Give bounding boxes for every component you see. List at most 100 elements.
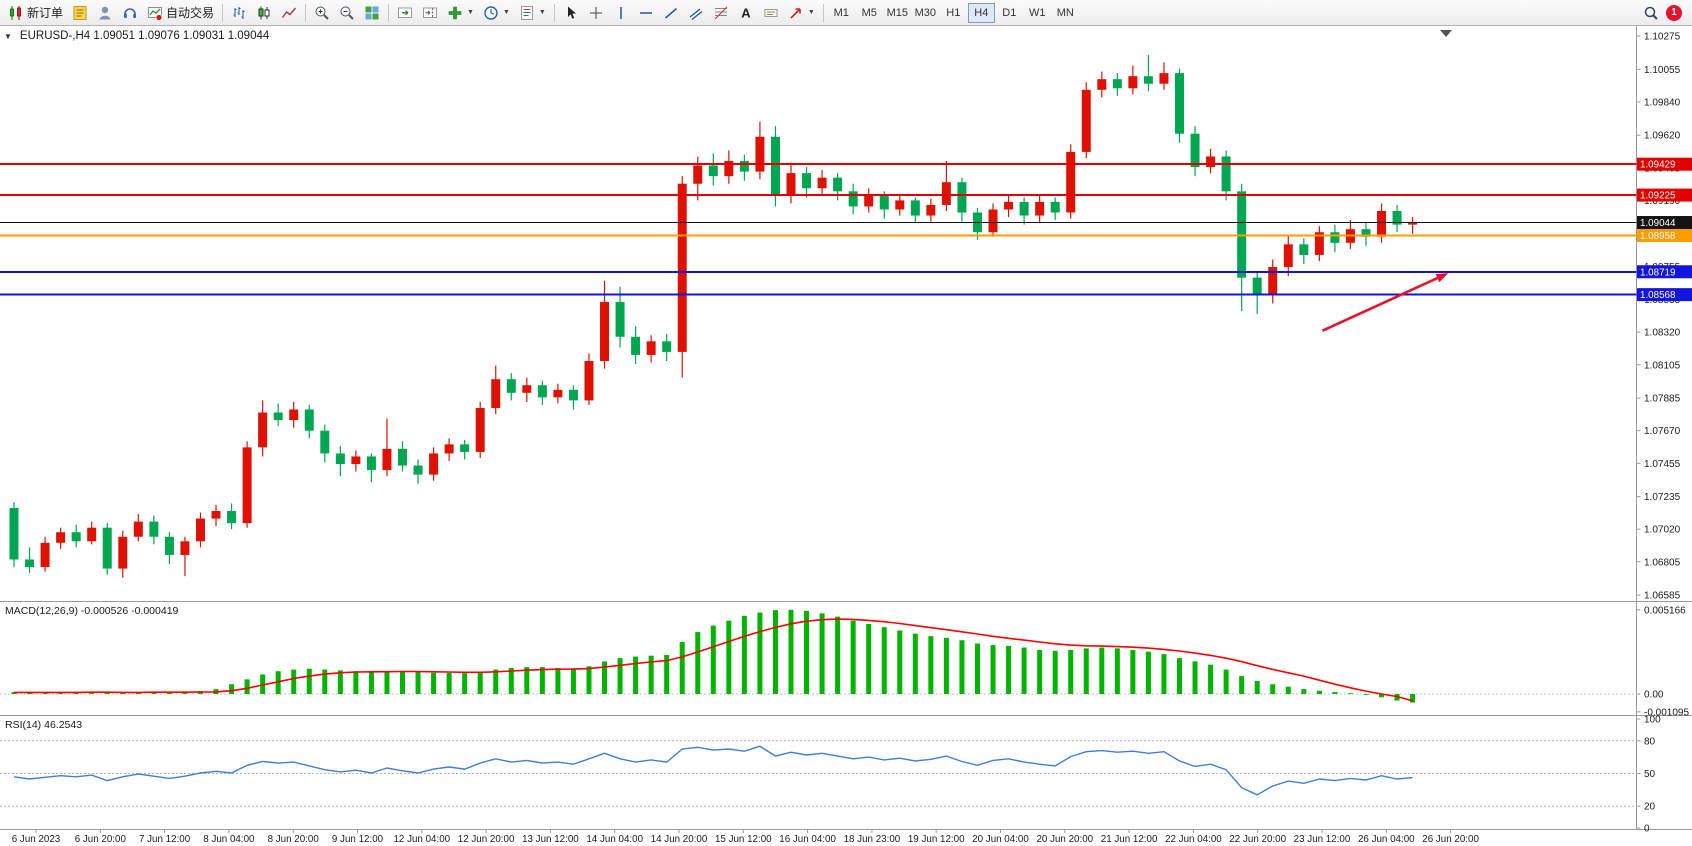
macd-bar xyxy=(990,645,996,694)
new-order-label: 新订单 xyxy=(27,6,64,20)
time-axis-label: 18 Jun 23:00 xyxy=(844,834,901,845)
price-axis[interactable]: 1.102751.100551.098401.096201.094051.091… xyxy=(1636,32,1681,602)
macd-bar xyxy=(104,692,110,694)
fibonacci-button[interactable] xyxy=(709,2,733,24)
trend-arrow-annotation[interactable] xyxy=(1321,273,1449,332)
candle-body xyxy=(879,195,889,210)
price-axis-label: 1.10275 xyxy=(1644,32,1681,43)
candle-body xyxy=(180,541,190,555)
timeframe-m1[interactable]: M1 xyxy=(828,3,855,23)
crosshair-button[interactable] xyxy=(584,2,608,24)
candle-body xyxy=(195,518,205,542)
macd-bar xyxy=(539,667,545,694)
macd-bar xyxy=(570,668,576,694)
chart-canvas[interactable]: 1.102751.100551.098401.096201.094051.091… xyxy=(0,26,1692,846)
toolbar-separator xyxy=(222,3,224,22)
periods-button[interactable]: ▼ xyxy=(479,2,514,24)
candle-body xyxy=(1050,201,1060,213)
macd-bar xyxy=(1114,648,1120,694)
candle-body xyxy=(304,409,314,431)
zoom-in-button[interactable] xyxy=(310,2,334,24)
candle-body xyxy=(1299,244,1309,255)
macd-bar xyxy=(1410,694,1416,703)
templates-button[interactable]: ▼ xyxy=(515,2,550,24)
autotrading-button[interactable]: 自动交易 xyxy=(143,2,218,24)
macd-bar xyxy=(974,643,980,694)
macd-bar xyxy=(741,615,747,694)
zoom-out-button[interactable] xyxy=(335,2,359,24)
horizontal-lines[interactable]: 1.09429 1.09225 1.09044 1.08958 1.08719 1.085… xyxy=(0,157,1692,302)
candle-body xyxy=(584,361,594,401)
chart-shift-button[interactable] xyxy=(418,2,442,24)
one-click-trading-expander[interactable]: ▼ xyxy=(4,31,12,41)
candle-body xyxy=(9,507,19,560)
macd-bar xyxy=(928,636,934,694)
candlestick-chart-button[interactable] xyxy=(252,2,276,24)
timeframe-m5[interactable]: M5 xyxy=(856,3,883,23)
timeframe-d1[interactable]: D1 xyxy=(996,3,1023,23)
timeframe-w1[interactable]: W1 xyxy=(1024,3,1051,23)
magnifier-plus-icon xyxy=(315,6,329,20)
timeframe-mn[interactable]: MN xyxy=(1052,3,1079,23)
arrows-icon xyxy=(790,7,801,19)
horizontal-line-button[interactable] xyxy=(634,2,658,24)
candle-body xyxy=(1112,79,1122,89)
timeframe-h1[interactable]: H1 xyxy=(940,3,967,23)
time-axis-label: 26 Jun 20:00 xyxy=(1422,834,1479,845)
chart-shift-marker[interactable] xyxy=(1440,30,1452,37)
price-tag xyxy=(1637,288,1692,302)
support-button[interactable] xyxy=(118,2,142,24)
metaeditor-button[interactable] xyxy=(68,2,92,24)
bar-chart-button[interactable] xyxy=(227,2,251,24)
time-axis-label: 14 Jun 20:00 xyxy=(651,834,708,845)
cursor-button[interactable] xyxy=(559,2,583,24)
arrows-button[interactable]: ▼ xyxy=(784,2,819,24)
candle-body xyxy=(40,542,50,568)
macd-bar xyxy=(353,671,359,694)
line-chart-button[interactable] xyxy=(277,2,301,24)
time-axis-label: 19 Jun 12:00 xyxy=(908,834,965,845)
macd-bar xyxy=(384,671,390,694)
candle-body xyxy=(724,161,734,177)
candle-body xyxy=(133,521,143,537)
price-axis-label: 1.08320 xyxy=(1644,328,1681,339)
chevron-down-icon: ▼ xyxy=(502,9,510,16)
indicators-button[interactable]: ▼ xyxy=(443,2,478,24)
trendline-button[interactable] xyxy=(659,2,683,24)
time-axis-label: 6 Jun 20:00 xyxy=(75,834,127,845)
new-order-button[interactable]: 新订单 xyxy=(4,2,67,24)
vertical-line-button[interactable] xyxy=(609,2,633,24)
auto-scroll-icon xyxy=(398,7,413,18)
price-tag-label: 1.08719 xyxy=(1640,267,1675,278)
chevron-down-icon: ▼ xyxy=(467,9,474,16)
time-axis[interactable]: 6 Jun 2023 6 Jun 20:00 7 Jun 12:00 8 Jun 04… xyxy=(12,829,1480,846)
accounts-button[interactable] xyxy=(93,2,117,24)
channel-button[interactable] xyxy=(684,2,708,24)
candle-body xyxy=(164,536,174,555)
text-label-button[interactable] xyxy=(759,2,783,24)
price-axis-label: 1.09840 xyxy=(1644,97,1681,108)
symbol-ohlc-readout: ▼ EURUSD-,H4 1.09051 1.09076 1.09031 1.0… xyxy=(4,30,269,42)
svg-text:A: A xyxy=(741,5,751,20)
price-tag xyxy=(1637,229,1692,243)
candle-body xyxy=(366,456,376,471)
candle-body xyxy=(25,559,35,568)
candle-body xyxy=(1221,156,1231,192)
tile-windows-button[interactable] xyxy=(360,2,384,24)
timeframe-m15[interactable]: M15 xyxy=(884,3,911,23)
auto-scroll-button[interactable] xyxy=(393,2,417,24)
macd-bar xyxy=(400,671,405,694)
timeframe-m30[interactable]: M30 xyxy=(912,3,939,23)
candle-body xyxy=(677,183,687,352)
search-button[interactable] xyxy=(1639,2,1663,24)
macd-bar xyxy=(182,692,188,694)
timeframe-h4[interactable]: H4 xyxy=(967,2,995,23)
time-axis-label: 16 Jun 04:00 xyxy=(779,834,836,845)
rsi-axis-label: 50 xyxy=(1644,769,1656,780)
notification-badge[interactable]: 1 xyxy=(1666,4,1682,21)
text-button[interactable]: A xyxy=(734,2,758,24)
price-tag-label: 1.08568 xyxy=(1640,290,1676,301)
yellow-doc-icon xyxy=(73,5,87,20)
green-plus-icon xyxy=(448,6,462,19)
candle-body xyxy=(382,448,392,471)
